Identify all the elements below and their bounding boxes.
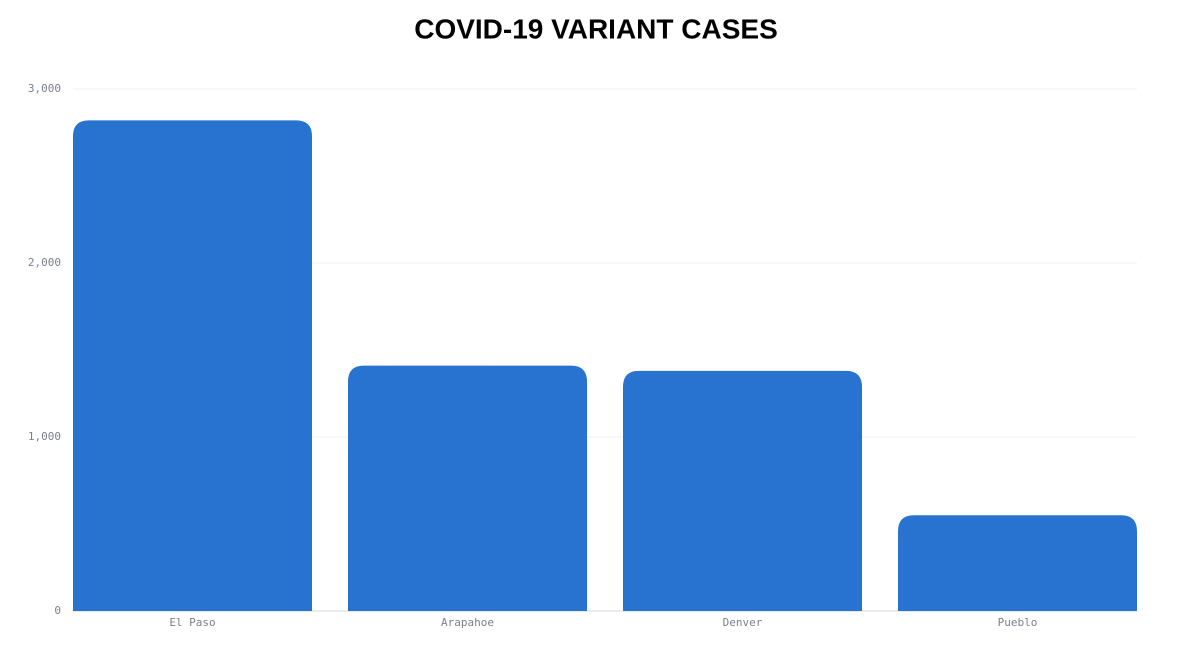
- chart-title: COVID-19 VARIANT CASES: [414, 13, 778, 44]
- bar: [73, 120, 312, 611]
- x-tick-label: Arapahoe: [441, 616, 494, 629]
- bar: [623, 370, 862, 611]
- x-tick-label: Denver: [723, 616, 763, 629]
- y-tick-label: 2,000: [28, 256, 61, 269]
- x-tick-label: El Paso: [169, 616, 215, 629]
- y-tick-label: 0: [54, 604, 61, 617]
- x-tick-label: Pueblo: [998, 616, 1038, 629]
- bar: [898, 515, 1137, 611]
- y-tick-label: 1,000: [28, 430, 61, 443]
- y-tick-label: 3,000: [28, 82, 61, 95]
- bar: [348, 365, 587, 611]
